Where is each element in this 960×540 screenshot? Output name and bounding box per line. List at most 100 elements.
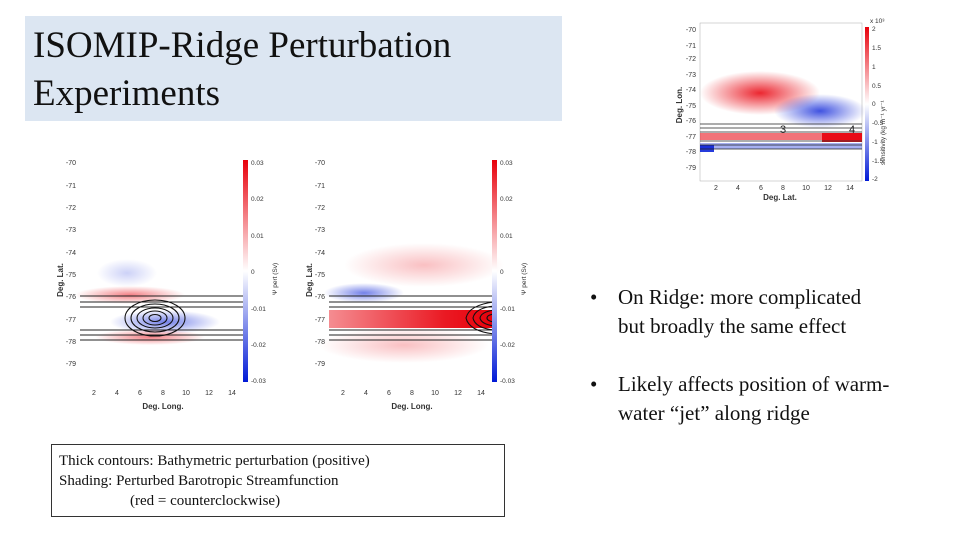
bullet-item: • On Ridge: more complicated but broadly t… — [590, 283, 930, 341]
cb-tick: 2 — [872, 26, 876, 33]
cb-tick: -0.03 — [251, 378, 266, 385]
colorbar-label: sensitivity (kg m⁻¹ yr⁻¹ — [880, 100, 887, 165]
colorbar-ticks: 0.03 0.02 0.01 0 -0.01 -0.02 -0.03 — [500, 160, 515, 385]
x-tick: 4 — [364, 390, 368, 397]
x-ticks: 2 4 6 8 10 12 14 — [92, 390, 236, 397]
positive-anomaly-upper — [344, 243, 504, 287]
y-tick: -72 — [686, 56, 696, 63]
cb-tick: 0 — [500, 269, 504, 276]
sensitivity-plot: 3 4 -70 -71 -72 -73 -74 -75 -76 -77 -78 … — [672, 15, 887, 203]
colorbar — [243, 160, 248, 382]
x-axis-label: Deg. Lat. — [763, 193, 797, 202]
y-tick: -74 — [686, 87, 696, 94]
x-tick: 4 — [736, 185, 740, 192]
x-tick: 6 — [759, 185, 763, 192]
bullet-line: On Ridge: more complicated — [618, 285, 862, 309]
caption-box: Thick contours: Bathymetric perturbation… — [51, 444, 505, 517]
x-ticks: 2 4 6 8 10 12 14 — [341, 390, 485, 397]
bullet-dot: • — [590, 285, 598, 309]
colorbar-label: Ψ pert (Sv) — [521, 263, 528, 295]
ridge-contours — [329, 295, 494, 341]
caption-line: Thick contours: Bathymetric perturbation… — [59, 453, 370, 469]
cb-tick: -2 — [872, 176, 878, 183]
x-tick: 6 — [138, 390, 142, 397]
ridge-band-blue-left — [700, 145, 714, 152]
x-tick: 14 — [228, 390, 236, 397]
y-tick: -73 — [66, 227, 76, 234]
y-axis-label: Deg. Lat. — [305, 263, 314, 297]
positive-anomaly-lower — [319, 327, 489, 363]
y-tick: -71 — [686, 43, 696, 50]
bullet-line: water “jet” along ridge — [618, 401, 810, 425]
bullet-line: but broadly the same effect — [618, 314, 847, 338]
title-line-1: ISOMIP-Ridge Perturbation — [33, 25, 452, 66]
y-tick: -77 — [686, 134, 696, 141]
caption-line: (red = counterclockwise) — [130, 493, 281, 509]
x-tick: 2 — [714, 185, 718, 192]
cb-tick: 0 — [872, 101, 876, 108]
cb-tick: -0.5 — [872, 120, 884, 127]
colorbar — [865, 27, 869, 181]
y-tick: -70 — [686, 27, 696, 34]
negative-anomaly — [324, 283, 404, 303]
x-tick: 8 — [410, 390, 414, 397]
cb-tick: 0.03 — [500, 160, 513, 167]
cb-tick: -0.01 — [500, 306, 515, 313]
cb-tick: 0 — [251, 269, 255, 276]
bullet-list: • On Ridge: more complicated but broadly t… — [590, 283, 930, 457]
bathymetric-bump-contours — [465, 301, 495, 335]
cb-tick: -0.02 — [251, 342, 266, 349]
cb-tick: 1 — [872, 64, 876, 71]
y-ticks: -70 -71 -72 -73 -74 -75 -76 -77 -78 -79 — [686, 27, 696, 172]
ridge-contours — [700, 123, 862, 150]
negative-anomaly — [774, 94, 866, 128]
y-tick: -75 — [686, 103, 696, 110]
y-tick: -70 — [315, 160, 325, 167]
positive-anomaly-lower — [95, 329, 205, 345]
x-tick: 10 — [182, 390, 190, 397]
y-tick: -72 — [66, 205, 76, 212]
cb-tick: -0.02 — [500, 342, 515, 349]
x-tick: 4 — [115, 390, 119, 397]
y-axis-label: Deg. Lon. — [675, 87, 684, 123]
y-ticks: -70 -71 -72 -73 -74 -75 -76 -77 -78 -79 — [315, 160, 325, 368]
marker-4: 4 — [849, 124, 855, 136]
title-line-2: Experiments — [33, 73, 221, 114]
bullet-line: Likely affects position of warm- — [618, 372, 890, 396]
cb-tick: 0.02 — [251, 196, 264, 203]
colorbar-ticks: 2 1.5 1 0.5 0 -0.5 -1 -1.5 -2 — [872, 26, 884, 183]
ridge-band-red — [700, 133, 862, 140]
y-ticks: -70 -71 -72 -73 -74 -75 -76 -77 -78 -79 — [66, 160, 76, 368]
y-tick: -75 — [66, 272, 76, 279]
ridge-band-red-right — [822, 133, 862, 142]
colorbar-label: Ψ pert (Sv) — [272, 263, 279, 295]
x-tick: 10 — [802, 185, 810, 192]
colorbar-exponent: x 10³ — [870, 18, 885, 25]
cb-tick: 1.5 — [872, 45, 881, 52]
y-tick: -79 — [686, 165, 696, 172]
y-tick: -71 — [66, 183, 76, 190]
x-tick: 12 — [205, 390, 213, 397]
y-tick: -76 — [686, 118, 696, 125]
x-axis-label: Deg. Long. — [391, 402, 432, 411]
positive-jet — [329, 310, 494, 328]
positive-anomaly-band — [75, 286, 185, 304]
x-tick: 6 — [387, 390, 391, 397]
cb-tick: 0.02 — [500, 196, 513, 203]
x-tick: 10 — [431, 390, 439, 397]
cb-tick: -0.03 — [500, 378, 515, 385]
negative-anomaly-upper — [97, 259, 157, 287]
title-box: ISOMIP-Ridge Perturbation Experiments — [25, 16, 562, 121]
y-tick: -73 — [315, 227, 325, 234]
x-tick: 14 — [477, 390, 485, 397]
ridge-band-blue — [700, 143, 862, 149]
cb-tick: -1 — [872, 139, 878, 146]
x-tick: 12 — [824, 185, 832, 192]
y-tick: -78 — [686, 149, 696, 156]
y-tick: -75 — [315, 272, 325, 279]
x-ticks: 2 4 6 8 10 12 14 — [714, 185, 854, 192]
y-tick: -77 — [315, 317, 325, 324]
caption-line: Shading: Perturbed Barotropic Streamfunc… — [59, 473, 339, 489]
x-axis-label: Deg. Long. — [142, 402, 183, 411]
colorbar-ticks: 0.03 0.02 0.01 0 -0.01 -0.02 -0.03 — [251, 160, 266, 385]
